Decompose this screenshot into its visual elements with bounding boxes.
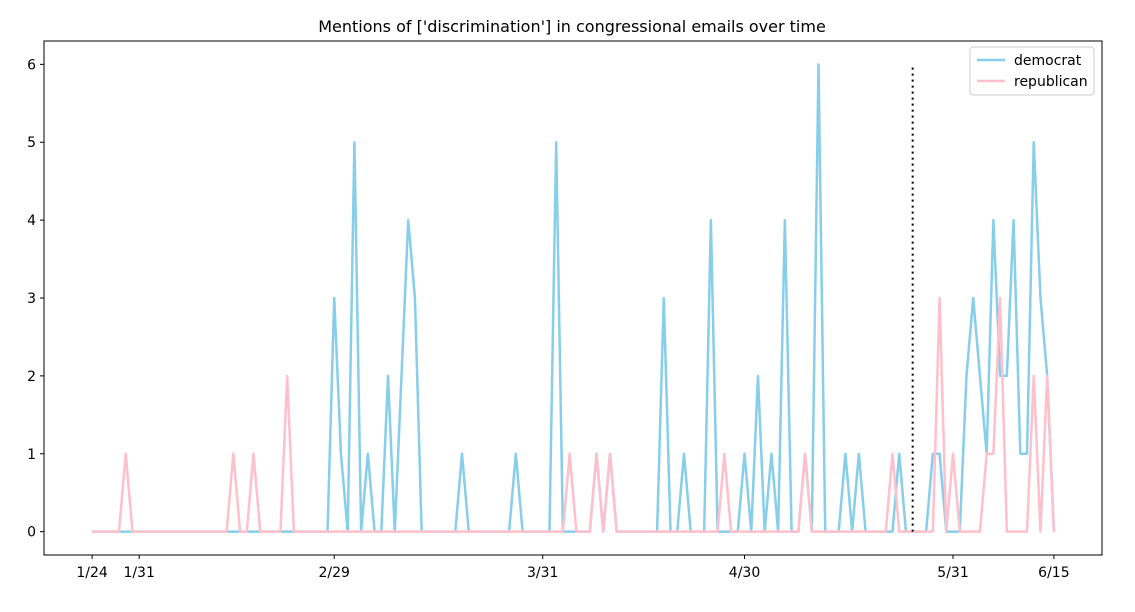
series-line-democrat [92,63,1056,533]
y-tick-label: 4 [27,213,36,229]
y-tick-label: 5 [27,135,36,151]
x-axis: 1/24 1/31 2/29 3/31 4/30 5/31 6/15 [76,555,1070,581]
series-line-republican [92,296,1056,533]
x-tick-label: 3/31 [527,565,558,581]
y-tick-label: 6 [27,57,36,73]
x-tick-label: 4/30 [729,565,760,581]
y-tick-label: 1 [27,447,36,463]
y-axis: 0 1 2 3 4 5 6 [27,57,44,541]
x-tick-label: 1/24 [76,565,108,581]
y-tick-label: 3 [27,291,36,307]
chart-title: Mentions of ['discrimination'] in congre… [318,17,826,36]
legend-label-republican: republican [1014,74,1088,90]
x-tick-label: 2/29 [319,565,350,581]
x-tick-label: 5/31 [937,565,968,581]
legend: democrat republican [969,46,1095,96]
x-tick-label: 1/31 [123,565,154,581]
legend-label-democrat: democrat [1014,53,1082,69]
plot-lines [92,63,1056,533]
y-tick-label: 0 [27,525,36,541]
y-tick-label: 2 [27,369,36,385]
x-tick-label: 6/15 [1038,565,1069,581]
